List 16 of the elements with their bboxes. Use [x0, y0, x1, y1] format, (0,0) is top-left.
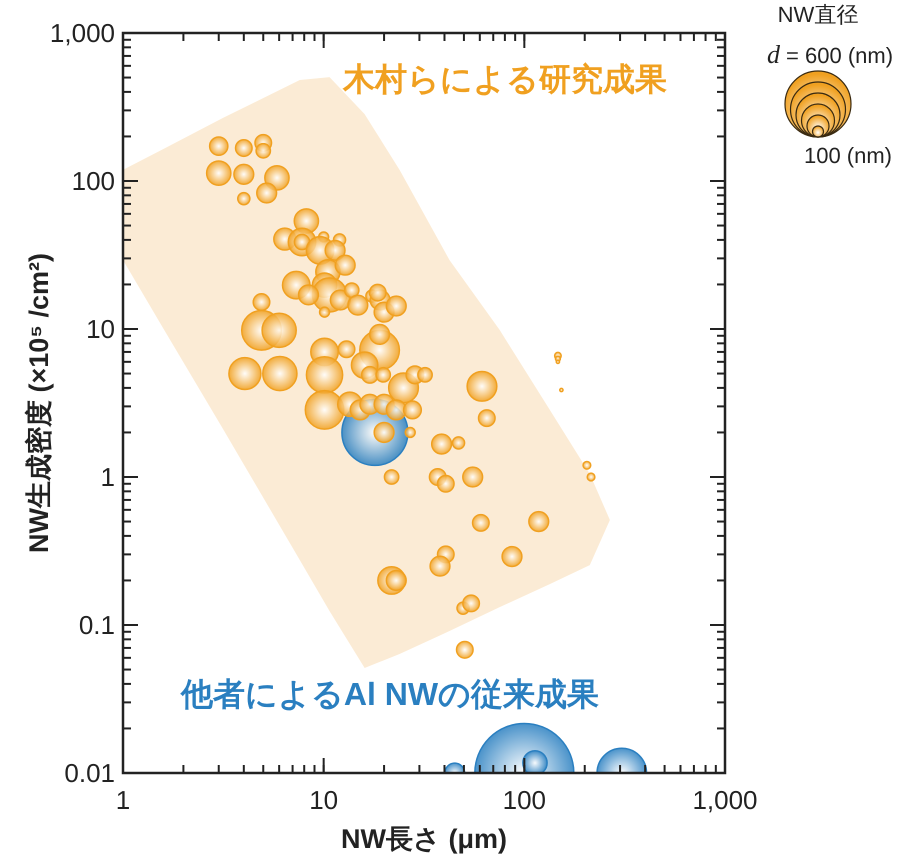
x-tick-label: 100	[502, 785, 546, 815]
y-axis-title: NW生成密度 (×10⁵ /cm²)	[24, 253, 54, 553]
series-label: 他者によるAl NWの従来成果	[180, 676, 600, 712]
y-tick-label: 0.01	[64, 758, 115, 788]
x-tick-label: 10	[309, 785, 338, 815]
y-tick-label: 0.1	[78, 610, 115, 640]
text: d = 600 (nm)	[766, 40, 894, 69]
y-tick-label: 10	[86, 314, 115, 344]
y-tick-label: 1,000	[50, 18, 115, 48]
text: 100 (nm)	[804, 143, 892, 168]
y-tick-label: 1	[100, 462, 115, 492]
x-axis-title: NW長さ (μm)	[341, 824, 507, 854]
legend-label: 木村らによる研究成果	[342, 61, 667, 97]
y-tick-label: 100	[72, 166, 115, 196]
legend-title: NW直径	[778, 2, 858, 27]
x-tick-label: 1,000	[692, 785, 758, 815]
